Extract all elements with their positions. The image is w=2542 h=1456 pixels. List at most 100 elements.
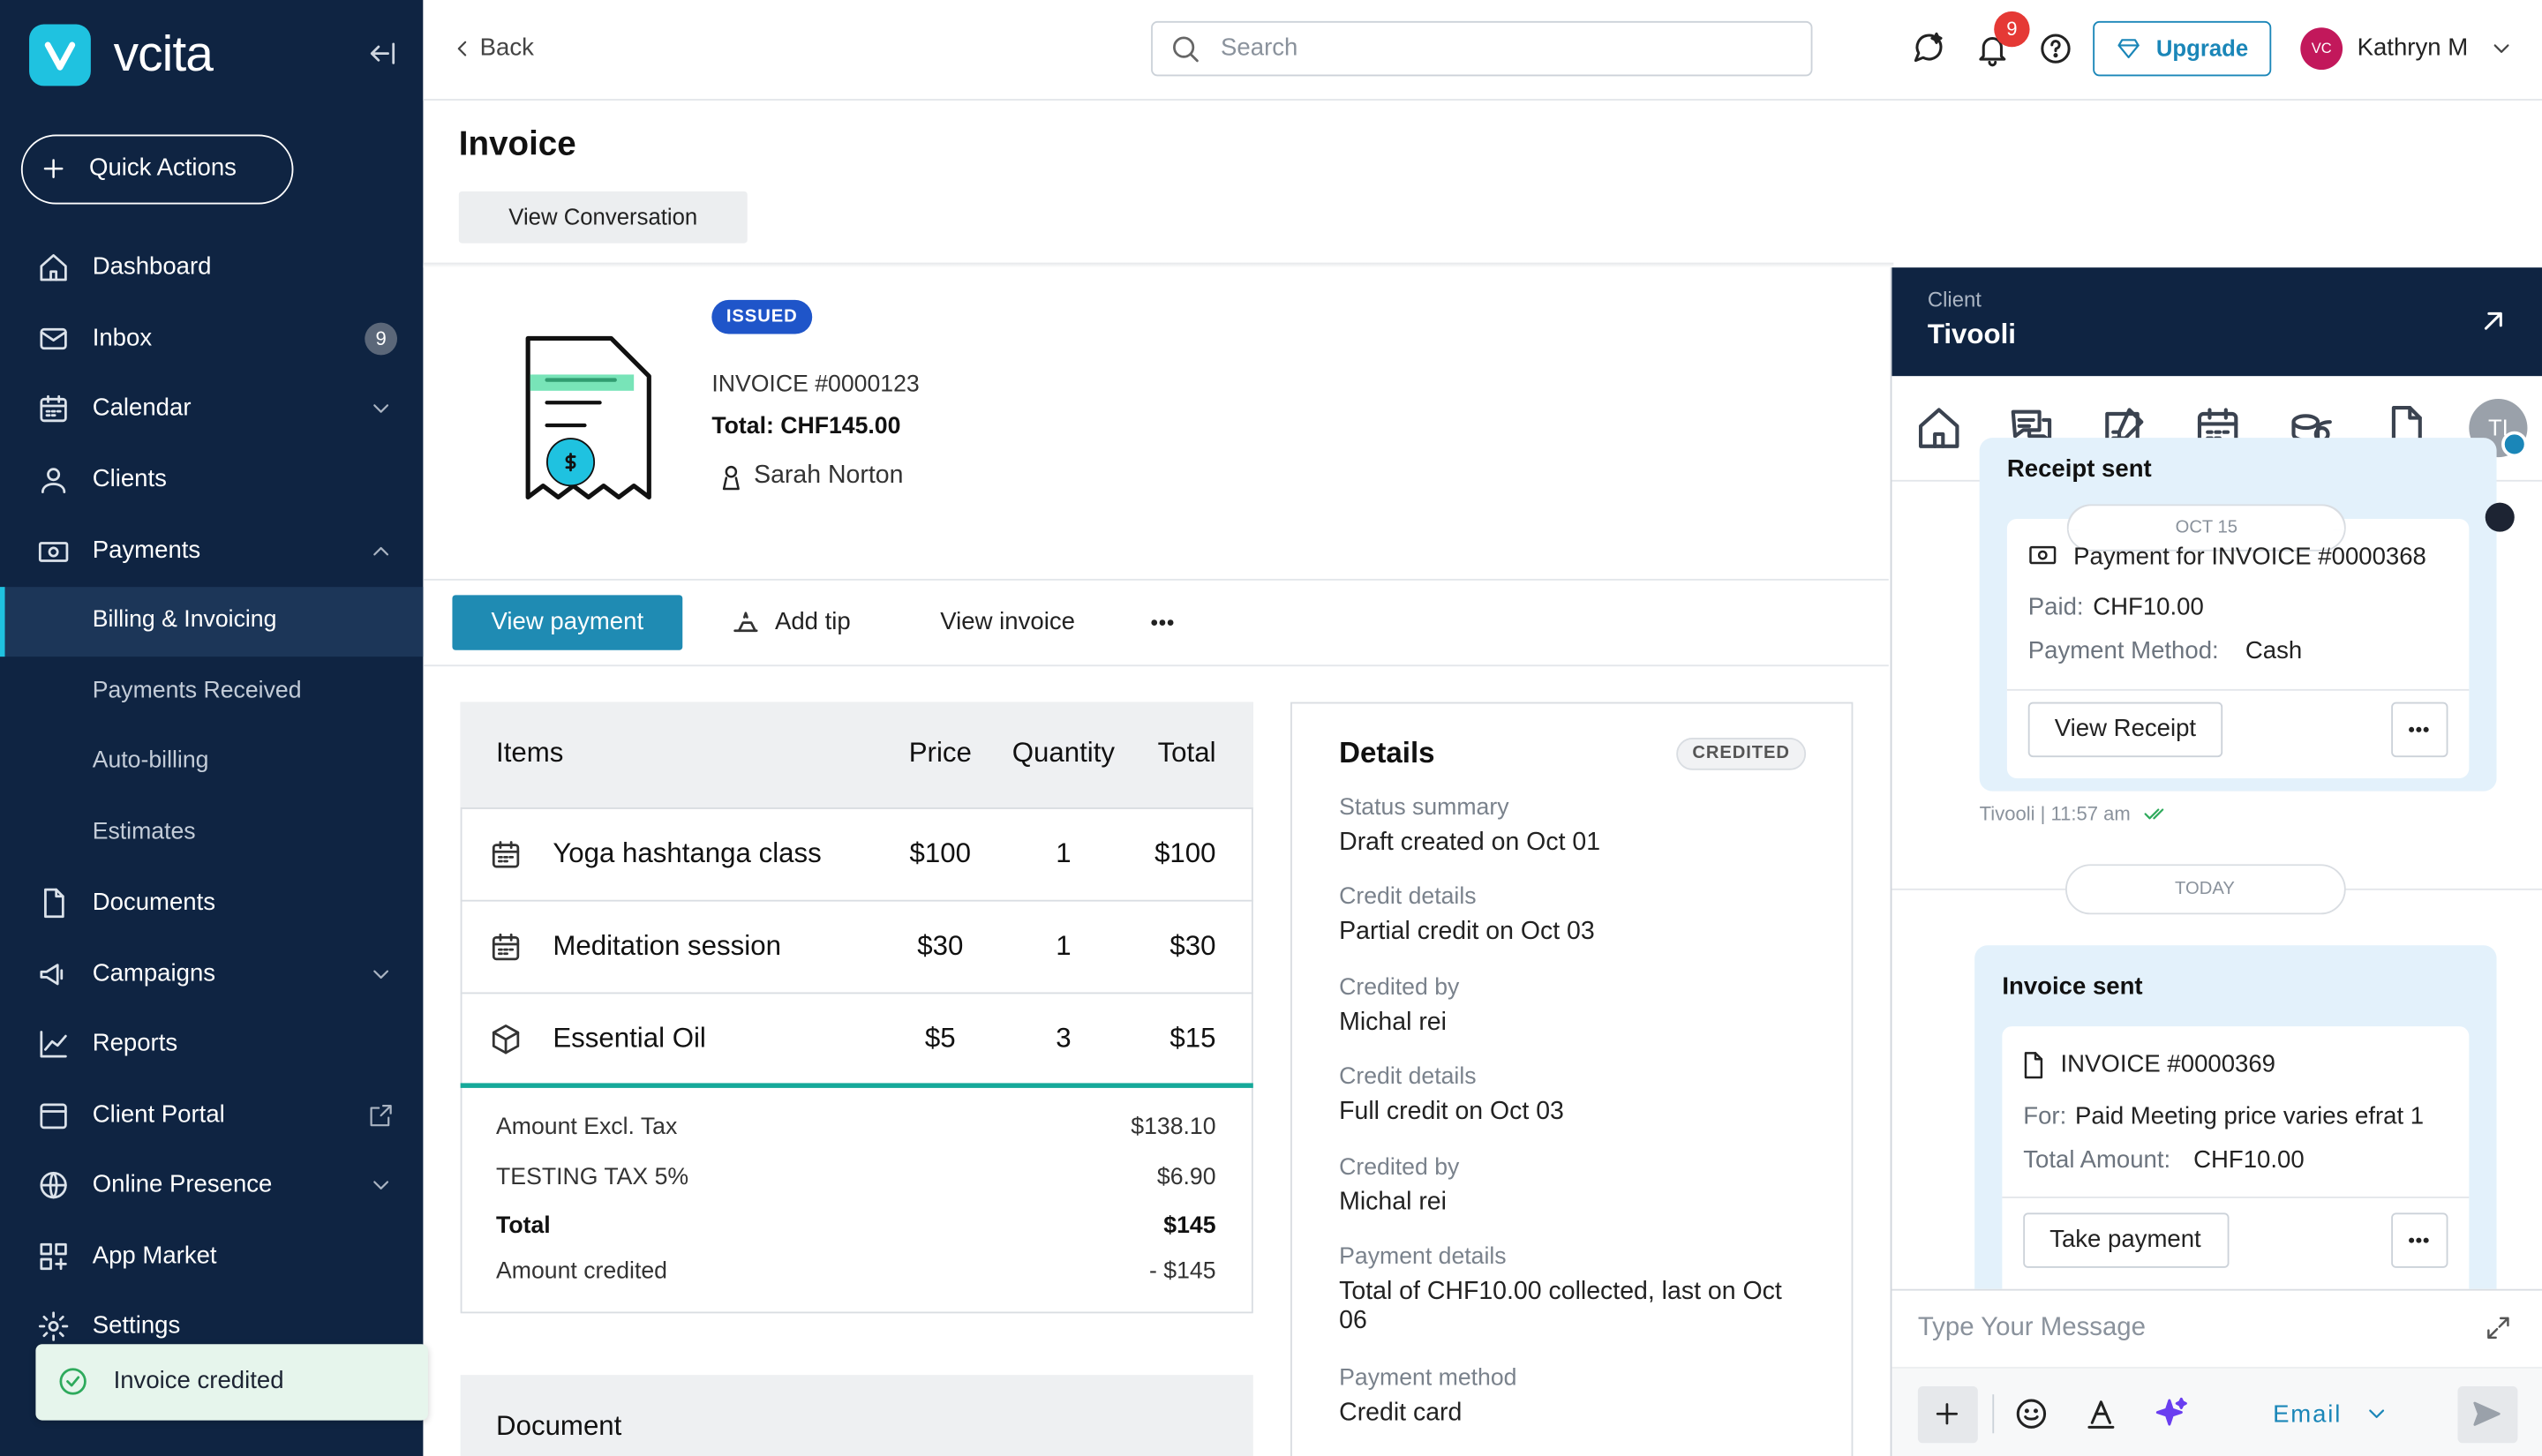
invoice-icon [2024,1052,2043,1079]
back-link[interactable]: Back [479,34,534,62]
tip-icon [733,612,758,633]
quick-actions-button[interactable] [20,134,294,205]
nav-item[interactable]: Client Portal [92,1100,225,1129]
nav-item[interactable]: Documents [92,888,216,917]
total-divider [460,1083,1253,1088]
nav-item[interactable]: Settings [92,1311,181,1340]
message-subject: INVOICE #0000369 [2060,1050,2276,1078]
action[interactable]: Add tip [774,608,851,636]
nav-chevron [373,1181,389,1190]
table-header [460,702,1253,809]
nav-item[interactable]: Payments Received [92,678,302,705]
nav-icon [44,888,64,919]
nav-item[interactable]: Payments [92,537,201,565]
diamond-icon [2117,39,2140,59]
user-name[interactable]: Kathryn M [2357,34,2469,62]
client-avatar-initials: TI [2487,414,2508,441]
field-label: Payment method [1339,1365,1517,1392]
summary-label: TESTING TAX 5% [496,1164,689,1191]
nav-item[interactable]: Reports [92,1029,178,1057]
ai-icon [2155,1397,2187,1426]
field-value: Draft created on Oct 01 [1339,828,1601,857]
nav-icon [40,1242,67,1271]
bell-icon [1979,36,2006,67]
date-label: TODAY [2175,879,2235,899]
notification-count: 9 [2006,17,2018,41]
invoice-illustration [525,335,651,500]
item-icon [492,933,520,961]
field-value: Michal rei [1339,1008,1447,1037]
details-box [1290,702,1854,1456]
composer-toolbar [1891,1366,2542,1456]
view-conversation-label[interactable]: View Conversation [508,203,698,230]
cell: $100 [909,837,972,869]
format-icon [2087,1400,2115,1429]
action-button[interactable] [452,595,683,650]
details-title: Details [1339,736,1435,769]
quick-actions-label[interactable]: Quick Actions [89,154,237,182]
help-icon [2041,34,2071,64]
cell: $15 [1169,1023,1216,1054]
summary-label: Amount credited [496,1258,667,1285]
field-value: Total of CHF10.00 collected, last on Oct… [1339,1277,1782,1335]
send-icon [2473,1401,2501,1426]
active-nav-bg [0,587,424,657]
client-name: Tivooli [1927,319,2016,350]
expand-icon [2487,1317,2509,1340]
field-label: Status summary [1339,794,1509,822]
view-conversation-button[interactable] [458,191,748,244]
column-header: Quantity [1012,737,1116,769]
column-header: Price [908,737,972,769]
nav-item[interactable]: Billing & Invoicing [92,606,277,634]
message-button[interactable] [2023,1212,2230,1268]
avatar [2300,27,2343,71]
cell: 1 [1056,837,1072,869]
cell: $5 [924,1023,956,1054]
nav-badge: 9 [375,326,387,350]
illustration-highlight [530,374,635,391]
search-placeholder: Search [1221,34,1298,62]
date-pill [2064,864,2346,915]
nav-item[interactable]: Auto-billing [92,747,209,775]
nav-item[interactable]: Calendar [92,394,192,422]
nav-item[interactable]: Clients [92,465,167,493]
header-shadow [423,262,1894,268]
active-nav-bar [0,587,5,657]
action[interactable]: View invoice [940,608,1075,636]
tab-icon [1918,408,1959,448]
nav-item[interactable]: Dashboard [92,252,212,281]
divider [2006,688,2470,691]
field-label: Credit details [1339,1063,1477,1091]
nav-item[interactable]: Inbox [92,324,153,352]
nav-item[interactable]: Online Presence [92,1170,273,1198]
message-meta: Tivooli | 11:57 am [1979,802,2131,825]
logo [29,24,91,86]
upgrade-button[interactable] [2093,20,2272,77]
field-label: Total Amount: [2023,1146,2171,1175]
cell: Essential Oil [553,1023,706,1054]
channel-select[interactable]: Email [2273,1400,2343,1429]
nav-item[interactable]: App Market [92,1242,217,1270]
upgrade-label[interactable]: Upgrade [2155,34,2249,62]
search-box[interactable] [1151,20,1813,77]
nav-item[interactable]: Estimates [92,819,196,845]
message-subject: Payment for INVOICE #0000368 [2073,543,2426,571]
plus-icon [1936,1403,1959,1425]
read-icon [2144,808,2164,820]
plus-icon [43,159,64,178]
field-value: Michal rei [1339,1188,1447,1217]
toast-icon [59,1368,86,1395]
action-primary[interactable]: View payment [491,608,644,636]
message-button[interactable] [2027,702,2223,758]
nav-item[interactable]: Campaigns [92,959,216,987]
summary-value: $145 [1163,1212,1216,1240]
message-button-label[interactable]: Take payment [2049,1226,2201,1254]
composer-placeholder[interactable]: Type Your Message [1917,1314,2146,1342]
field-value: CHF10.00 [2193,1146,2305,1175]
cell: $30 [917,930,964,962]
row-divider [460,992,1253,994]
cell: $30 [1169,930,1216,962]
notification-badge [1994,11,2030,48]
message-button-label[interactable]: View Receipt [2054,715,2197,743]
